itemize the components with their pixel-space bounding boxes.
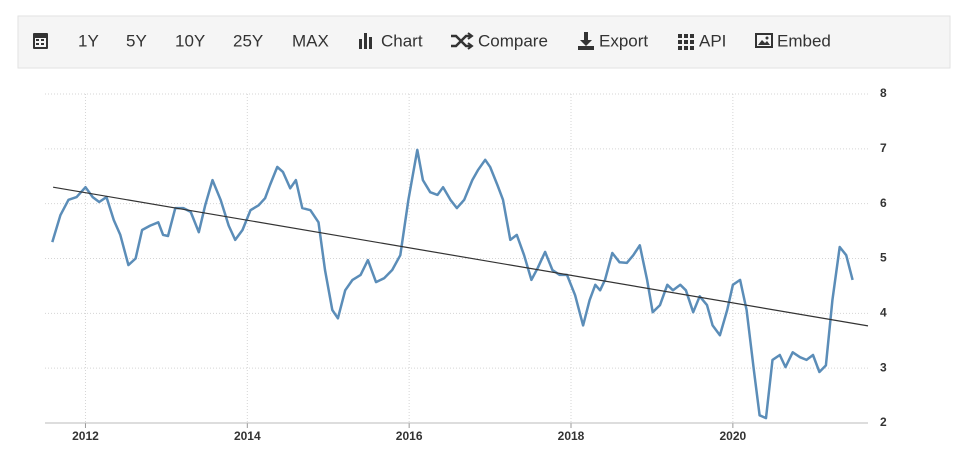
y-tick-label: 4	[880, 306, 887, 320]
y-tick-label: 5	[880, 251, 887, 265]
y-tick-label: 2	[880, 415, 887, 429]
range-25y[interactable]: 25Y	[233, 31, 263, 50]
api-button[interactable]: API	[699, 31, 726, 50]
x-tick-label: 2016	[396, 429, 423, 443]
chart-button[interactable]: Chart	[381, 31, 423, 50]
toolbar	[17, 15, 951, 69]
x-tick-label: 2012	[72, 429, 99, 443]
range-5y[interactable]: 5Y	[126, 31, 147, 50]
export-icon	[578, 32, 594, 50]
export-button[interactable]: Export	[599, 31, 648, 50]
embed-button[interactable]: Embed	[777, 31, 831, 50]
y-tick-label: 7	[880, 141, 887, 155]
x-tick-label: 2014	[234, 429, 261, 443]
chart-icon	[359, 33, 372, 49]
calendar-icon[interactable]	[33, 33, 48, 49]
x-tick-label: 2018	[558, 429, 585, 443]
data-line	[51, 148, 854, 420]
compare-icon	[451, 32, 474, 50]
range-max[interactable]: MAX	[292, 31, 329, 50]
trend-line	[52, 186, 869, 327]
range-1y[interactable]: 1Y	[78, 31, 99, 50]
y-tick-label: 6	[880, 196, 887, 210]
range-10y[interactable]: 10Y	[175, 31, 205, 50]
y-tick-label: 3	[880, 360, 887, 374]
embed-icon	[755, 33, 773, 48]
compare-button[interactable]: Compare	[478, 31, 548, 50]
x-tick-label: 2020	[720, 429, 747, 443]
y-tick-label: 8	[880, 86, 887, 100]
api-icon	[678, 34, 694, 50]
